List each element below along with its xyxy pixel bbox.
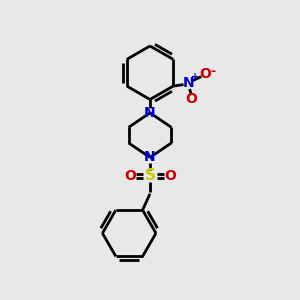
Text: O: O	[199, 67, 211, 81]
Text: O: O	[186, 92, 197, 106]
Text: -: -	[210, 65, 215, 78]
Text: N: N	[144, 150, 156, 164]
Text: O: O	[124, 169, 136, 183]
Text: O: O	[164, 169, 176, 183]
Text: +: +	[190, 72, 199, 82]
Text: N: N	[144, 106, 156, 120]
Text: N: N	[183, 76, 194, 90]
Text: S: S	[145, 168, 155, 183]
